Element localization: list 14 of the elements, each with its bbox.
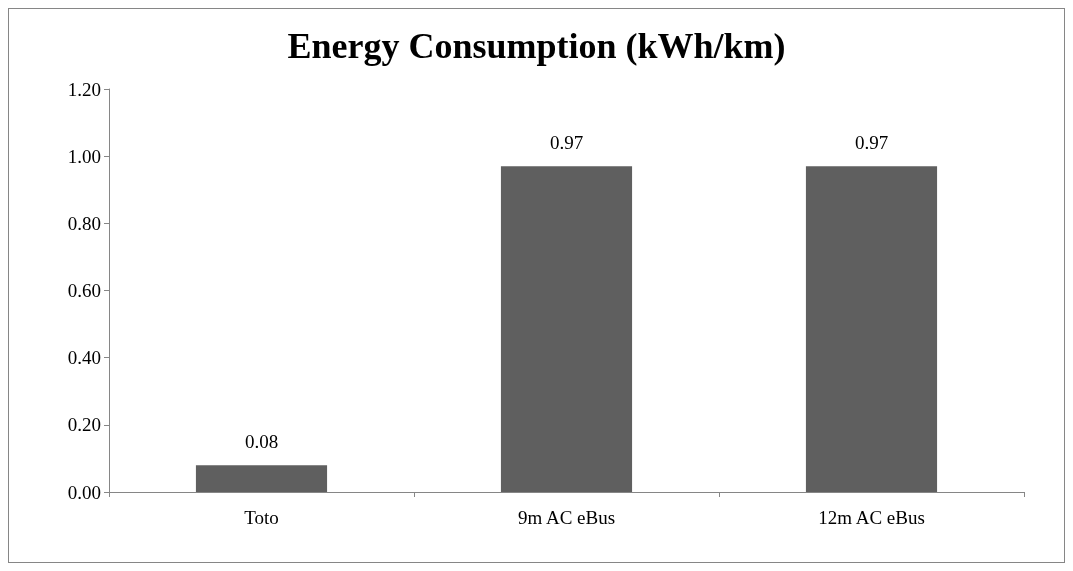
data-label: 0.97 <box>549 132 584 154</box>
data-label: 0.97 <box>854 132 889 154</box>
x-tick-label: Toto <box>244 507 279 528</box>
y-tick-label: 1.00 <box>67 145 101 167</box>
y-tick-label: 0.20 <box>67 414 101 436</box>
chart-title: Energy Consumption (kWh/km) <box>287 26 786 66</box>
x-tick-label: 9m AC eBus <box>517 507 616 528</box>
y-tick-label: 0.80 <box>67 212 101 234</box>
y-tick-label: 1.20 <box>67 78 101 100</box>
y-tick-label: 0.00 <box>67 481 101 503</box>
y-tick-label: 0.40 <box>67 347 101 369</box>
x-tick-label: 12m AC eBus <box>818 507 925 528</box>
data-label: 0.08 <box>244 431 279 453</box>
y-tick-label: 0.60 <box>67 280 101 301</box>
